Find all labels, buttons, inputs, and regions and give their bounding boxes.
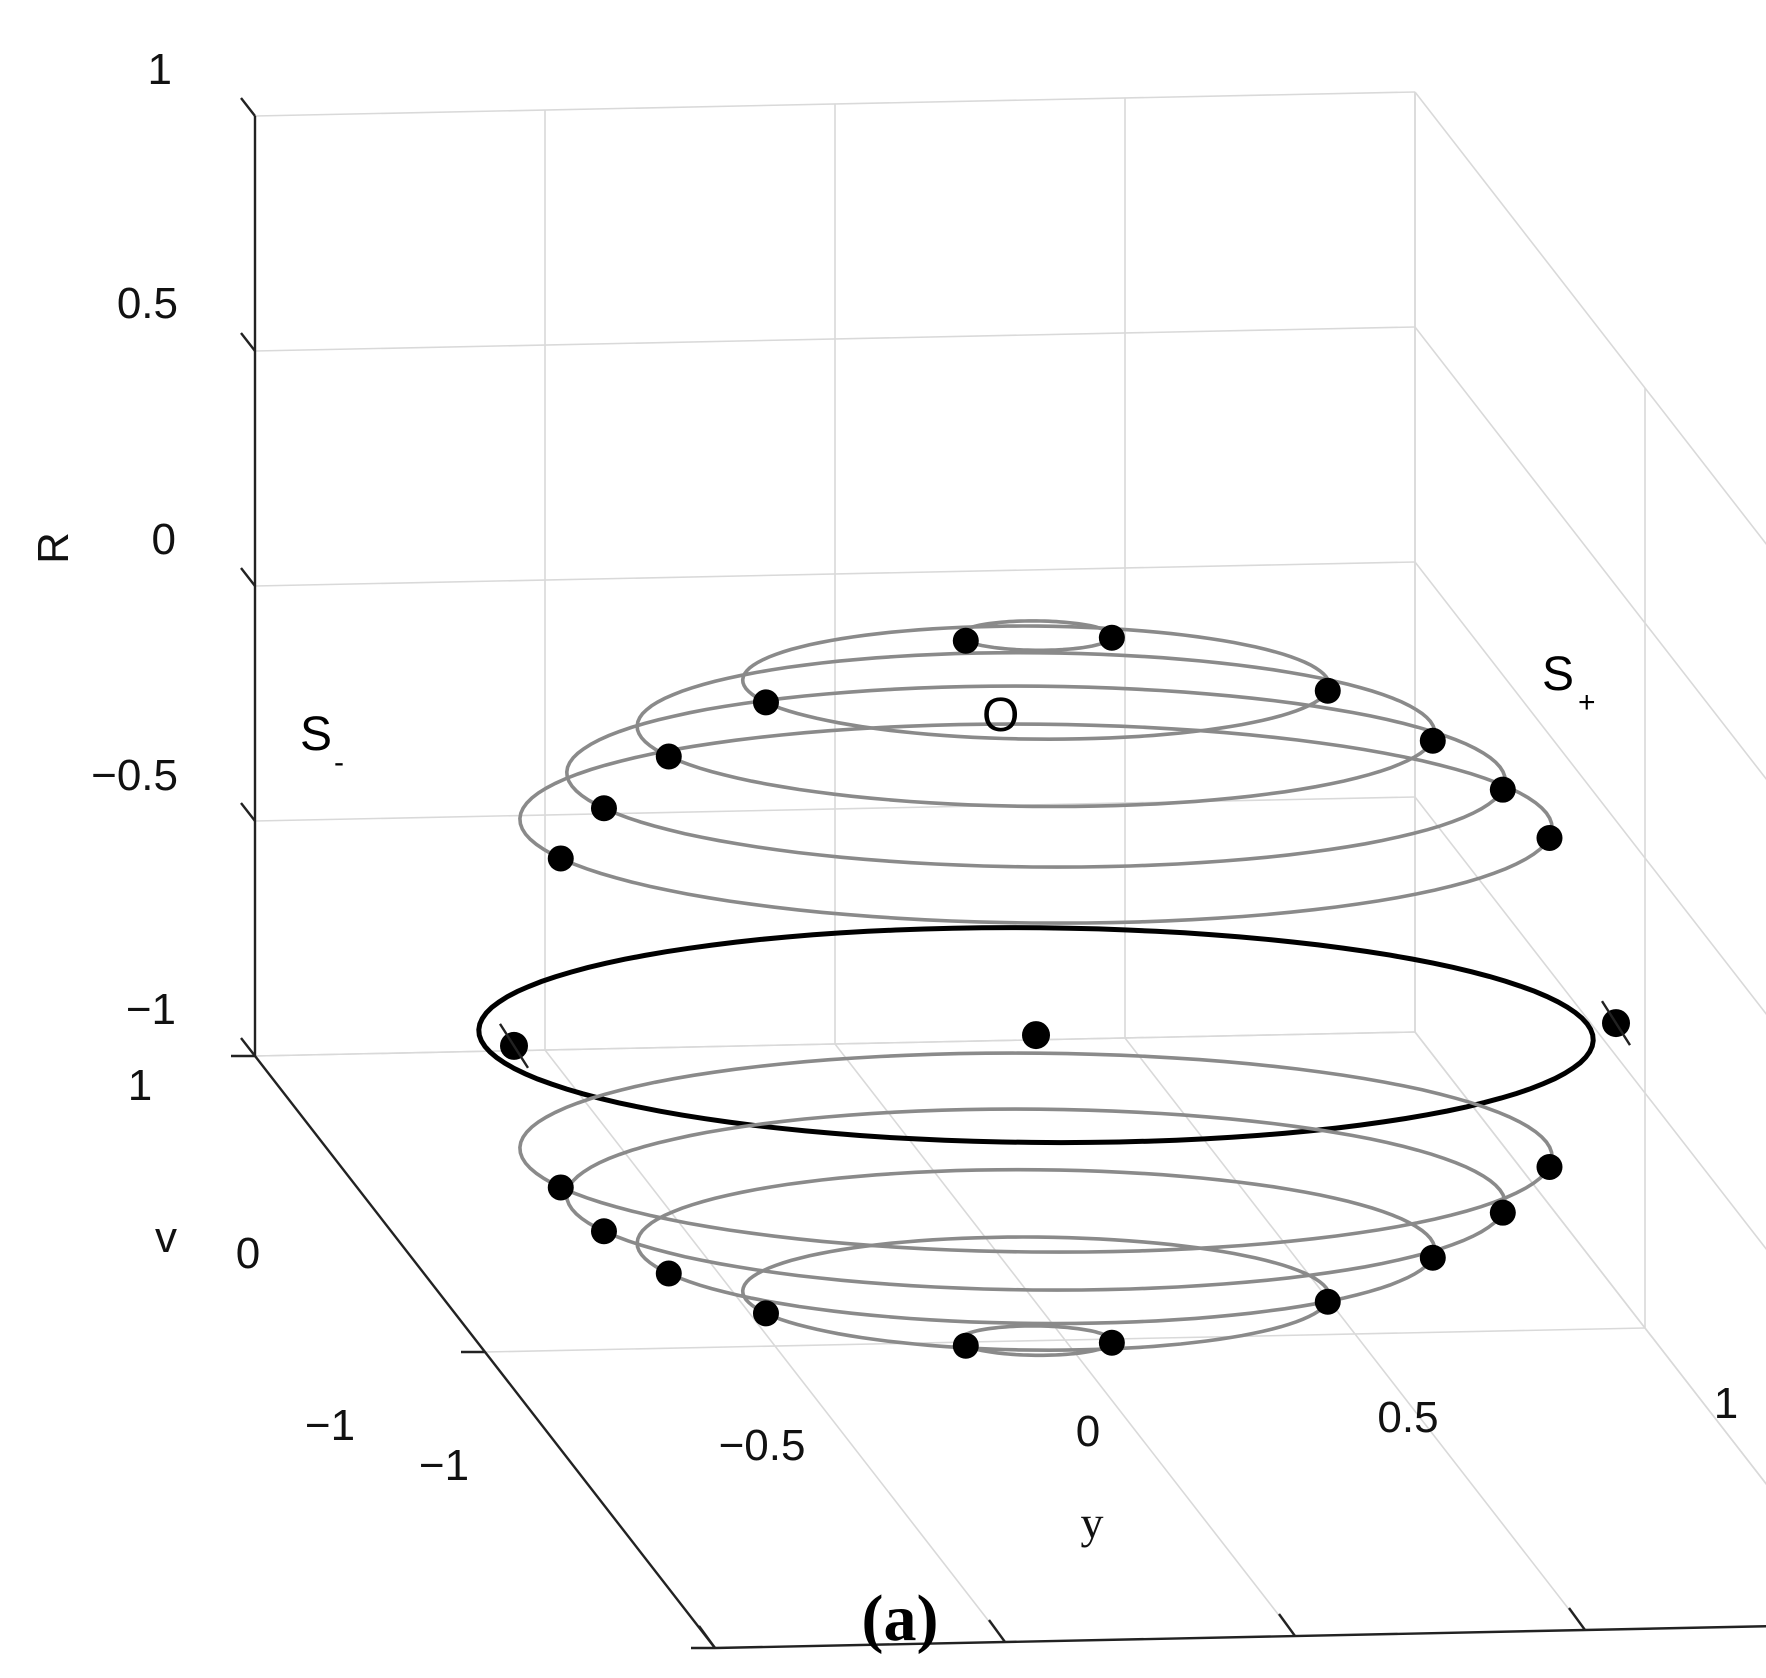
z-tick-label: 1 xyxy=(148,45,172,94)
orbit-ring xyxy=(564,684,1508,869)
grid-line xyxy=(1414,91,1766,546)
grid-line xyxy=(254,1031,1416,1057)
orbit-marker xyxy=(590,795,617,822)
orbit-ring xyxy=(564,1107,1508,1292)
orbit-marker xyxy=(655,743,682,770)
grid-line xyxy=(1414,1031,1766,1486)
grid-line xyxy=(1414,326,1766,781)
x-tick xyxy=(698,1625,716,1649)
grid-line xyxy=(254,796,1416,822)
orbit-ring xyxy=(635,650,1437,809)
z-axis-label: R xyxy=(29,532,78,564)
z-tick-label: 0 xyxy=(152,515,176,564)
z-tick xyxy=(240,802,256,822)
x-axis-label: y xyxy=(1081,1497,1104,1548)
x-tick xyxy=(988,1619,1006,1643)
grid-line xyxy=(484,1327,1646,1353)
orbit-marker xyxy=(1098,624,1125,651)
orbit-marker xyxy=(1314,677,1341,704)
saddle-cross xyxy=(498,1023,530,1069)
z-tick xyxy=(240,97,256,117)
orbit-marker xyxy=(1489,776,1516,803)
orbit-ring xyxy=(518,722,1554,925)
grid-line xyxy=(1414,796,1766,1251)
orbit-marker xyxy=(547,845,574,872)
x-tick xyxy=(1278,1613,1296,1637)
v-tick-label: 1 xyxy=(128,1061,152,1110)
v-axis-label: v xyxy=(155,1213,177,1262)
point-label-s-plus: S xyxy=(1542,648,1574,701)
v-tick-label: −1 xyxy=(305,1401,355,1450)
orbit-marker xyxy=(752,1300,779,1327)
orbit-marker xyxy=(1314,1288,1341,1315)
orbit-marker xyxy=(1536,1153,1563,1180)
v-tick-label: 0 xyxy=(236,1229,260,1278)
center-point-o xyxy=(1022,1021,1050,1050)
orbit-ring xyxy=(740,1235,1332,1353)
panel-caption: (a) xyxy=(862,1582,939,1655)
rings xyxy=(476,619,1596,1358)
grid-line xyxy=(254,326,1416,352)
orbit-marker xyxy=(1536,824,1563,851)
x-tick-label: 1 xyxy=(1714,1379,1738,1428)
x-tick-label: −1 xyxy=(419,1441,469,1490)
z-tick xyxy=(240,567,256,587)
points xyxy=(498,624,1632,1359)
saddle-cross xyxy=(1600,1000,1632,1046)
point-label-s-plus-sub: + xyxy=(1578,686,1596,719)
grid-lines xyxy=(254,91,1766,1649)
axes xyxy=(231,97,1766,1650)
orbit-marker xyxy=(590,1218,617,1245)
z-tick xyxy=(240,332,256,352)
orbit-marker xyxy=(1098,1329,1125,1356)
z-tick-label: −0.5 xyxy=(91,751,178,800)
orbit-marker xyxy=(752,689,779,716)
x-tick xyxy=(1568,1607,1586,1631)
orbit-marker xyxy=(547,1174,574,1201)
orbit-marker xyxy=(1489,1199,1516,1226)
orbit-marker xyxy=(1419,727,1446,754)
orbit-marker xyxy=(952,627,979,654)
grid-line xyxy=(1414,1031,1766,1486)
x-tick-label: −0.5 xyxy=(719,1421,806,1470)
z-tick-label: −1 xyxy=(126,985,176,1034)
separatrix-ring xyxy=(476,925,1596,1146)
x-tick-label: 0.5 xyxy=(1377,1393,1438,1442)
point-label-s-minus: S xyxy=(300,708,332,761)
grid-line xyxy=(254,561,1416,587)
orbit-marker xyxy=(655,1260,682,1287)
grid-line xyxy=(1414,561,1766,1016)
point-label-o: O xyxy=(982,689,1019,742)
x-tick-label: 0 xyxy=(1076,1407,1100,1456)
orbit-marker xyxy=(1419,1244,1446,1271)
grid-line xyxy=(254,91,1416,117)
z-tick-label: 0.5 xyxy=(117,279,178,328)
orbit-ring xyxy=(518,1051,1554,1254)
orbit-ring xyxy=(740,624,1332,742)
orbit-ring xyxy=(635,1167,1437,1326)
point-label-s-minus-sub: - xyxy=(334,746,344,779)
z-tick xyxy=(240,1037,256,1057)
orbit-marker xyxy=(952,1332,979,1359)
